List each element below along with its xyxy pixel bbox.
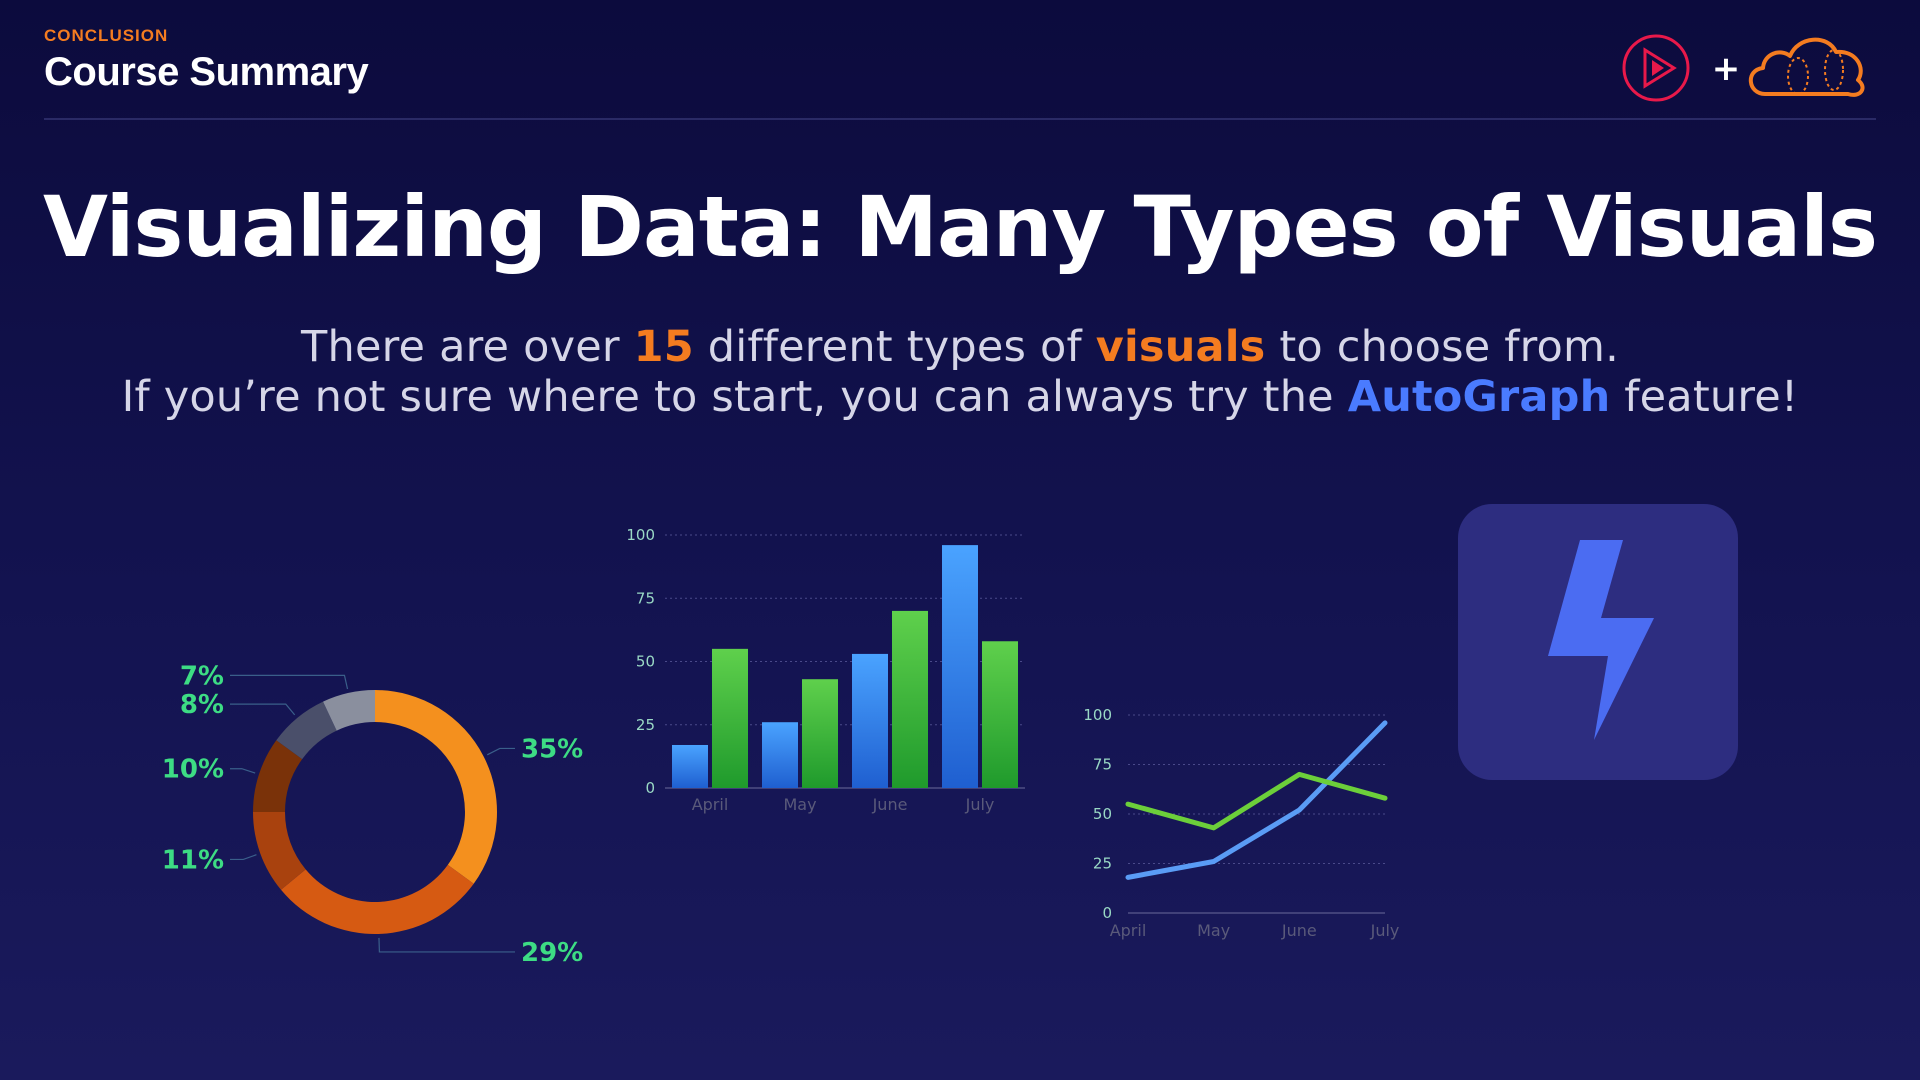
plus-sign: +	[1712, 49, 1741, 89]
donut-data-label: 10%	[162, 755, 224, 785]
donut-chart: 35% 29% 11% 10% 8%7%	[162, 661, 583, 968]
bar-y-tick-label: 75	[636, 589, 655, 607]
line-y-tick-label: 100	[1083, 706, 1112, 724]
highlight-count: 15	[633, 322, 694, 372]
slide-subtitle: There are over 15 different types of vis…	[0, 322, 1920, 422]
course-title: Course Summary	[44, 50, 369, 94]
line-series-green	[1125, 771, 1388, 831]
donut-slice	[280, 864, 474, 934]
line-series-blue	[1125, 720, 1388, 880]
subtitle-text: There are over	[301, 322, 634, 372]
brand-logos: +	[1622, 34, 1865, 102]
subtitle-text: feature!	[1610, 372, 1799, 422]
line-y-tick-label: 25	[1093, 855, 1112, 873]
bar-blue	[942, 545, 978, 788]
donut-slice	[323, 690, 375, 731]
bar-blue	[852, 653, 888, 788]
line-y-tick-label: 0	[1102, 904, 1112, 922]
donut-leader-line	[230, 703, 296, 716]
donut-leader-line	[486, 747, 515, 756]
line-x-tick-label: April	[1110, 921, 1147, 940]
bar-green	[982, 641, 1018, 788]
section-eyebrow: CONCLUSION	[44, 26, 169, 45]
donut-leader-line	[230, 674, 349, 690]
line-x-tick-label: June	[1281, 921, 1317, 940]
subtitle-text: to choose from.	[1265, 322, 1619, 372]
bar-x-tick-label: July	[965, 795, 995, 814]
bar-x-tick-label: April	[692, 795, 729, 814]
line-x-tick-label: May	[1197, 921, 1230, 940]
donut-slice	[253, 812, 306, 890]
donut-leader-line	[230, 768, 256, 774]
header: CONCLUSION Course Summary	[44, 26, 369, 95]
bar-green	[712, 648, 748, 788]
autograph-app-tile	[1458, 504, 1738, 780]
slide-title: Visualizing Data: Many Types of Visuals	[43, 178, 1878, 276]
bar-chart: 0 25 50 75 100 April May June July	[626, 526, 1025, 814]
bar-green	[802, 679, 838, 788]
line-y-tick-label: 50	[1093, 805, 1112, 823]
donut-data-label: 11%	[162, 845, 224, 875]
play-circle-icon	[1622, 34, 1690, 102]
donut-data-label: 7%	[180, 661, 224, 691]
donut-data-label: 35%	[521, 734, 583, 764]
bar-x-tick-label: May	[783, 795, 816, 814]
bar-y-tick-label: 50	[636, 653, 655, 671]
donut-slice	[276, 701, 337, 760]
bar-blue	[762, 722, 798, 788]
highlight-visuals: visuals	[1095, 322, 1266, 372]
bar-blue	[672, 744, 708, 788]
donut-slice	[253, 740, 303, 812]
bar-y-tick-label: 0	[645, 779, 655, 797]
lightning-bolt-icon	[1548, 540, 1654, 740]
donut-leader-line	[378, 937, 515, 953]
subtitle-text: different types of	[693, 322, 1096, 372]
line-chart: 0 25 50 75 100 April May June July	[1083, 706, 1400, 940]
donut-data-label: 29%	[521, 938, 583, 968]
donut-slice	[375, 690, 497, 884]
line-x-tick-label: July	[1370, 921, 1400, 940]
bar-y-tick-label: 25	[636, 716, 655, 734]
subtitle-line-2: If you’re not sure where to start, you c…	[0, 372, 1920, 422]
line-y-tick-label: 75	[1093, 756, 1112, 774]
subtitle-line-1: There are over 15 different types of vis…	[0, 322, 1920, 372]
bar-green	[892, 610, 928, 788]
bar-y-tick-label: 100	[626, 526, 655, 544]
header-divider	[44, 118, 1876, 120]
donut-leader-line	[230, 854, 257, 861]
subtitle-text: If you’re not sure where to start, you c…	[121, 372, 1348, 422]
cloud-icon	[1748, 37, 1865, 97]
bar-x-tick-label: June	[872, 795, 908, 814]
highlight-autograph: AutoGraph	[1347, 372, 1611, 422]
donut-data-label: 8%	[180, 690, 224, 720]
